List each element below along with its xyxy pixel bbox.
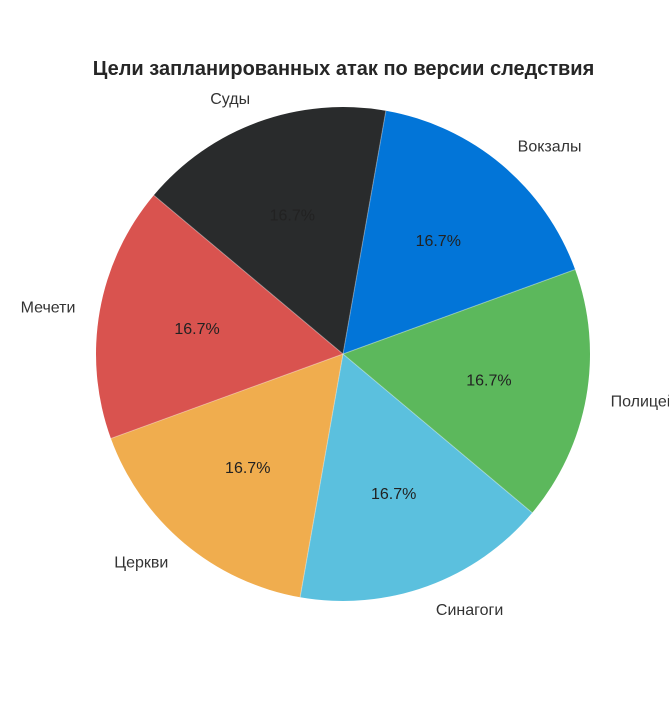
- svg-text:Полицейские участки: Полицейские участки: [611, 394, 669, 411]
- svg-text:Суды: Суды: [210, 91, 250, 108]
- svg-text:16.7%: 16.7%: [174, 321, 219, 338]
- svg-text:Цели запланированных атак по в: Цели запланированных атак по версии след…: [93, 58, 595, 80]
- svg-text:Синагоги: Синагоги: [436, 602, 503, 619]
- svg-text:16.7%: 16.7%: [270, 207, 315, 224]
- svg-text:Вокзалы: Вокзалы: [518, 138, 582, 155]
- svg-text:Церкви: Церкви: [114, 555, 168, 572]
- svg-text:16.7%: 16.7%: [416, 233, 461, 250]
- svg-text:16.7%: 16.7%: [466, 372, 511, 389]
- svg-text:16.7%: 16.7%: [371, 486, 416, 503]
- svg-text:Мечети: Мечети: [21, 299, 76, 316]
- svg-text:16.7%: 16.7%: [225, 460, 270, 477]
